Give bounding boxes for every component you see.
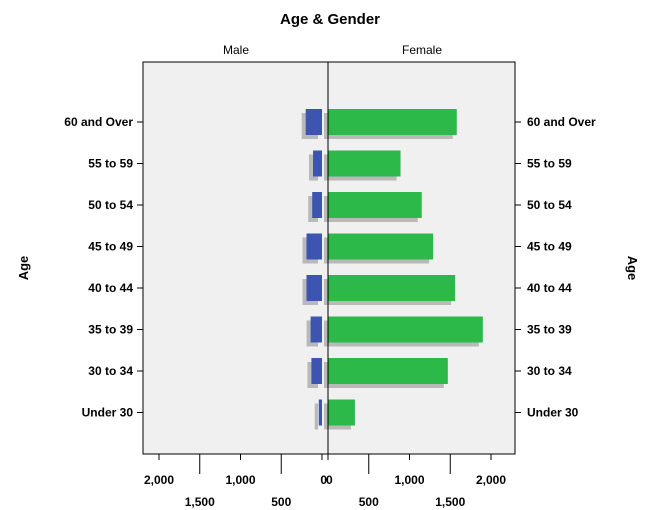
female-bar [328,233,434,260]
male-panel-background [142,61,329,455]
male-x-tick-label: 1,500 [185,495,215,509]
male-bar [310,316,322,343]
male-bar-shadow [314,403,318,430]
female-x-tick-label: 0 [326,473,333,487]
female-bar [328,192,422,218]
female-x-tick-label: 2,000 [476,473,506,487]
y-tick-label-left: 50 to 54 [88,198,133,212]
y-axis-title-left: Age [16,256,31,281]
y-tick-label-right: 30 to 34 [527,364,572,378]
y-tick-label-right: 35 to 39 [527,323,572,337]
male-bar [311,358,322,384]
y-tick-label-left: 30 to 34 [88,364,133,378]
y-tick-label-left: 60 and Over [64,115,133,129]
female-bar [328,358,448,384]
male-bar [318,399,322,426]
y-axis-title-right: Age [625,256,640,281]
y-tick-label-left: 35 to 39 [88,323,133,337]
male-bar [313,150,322,177]
y-tick-label-left: Under 30 [82,406,134,420]
y-tick-label-right: 50 to 54 [527,198,572,212]
female-x-tick-label: 1,500 [435,495,465,509]
female-panel-label: Female [402,43,442,57]
female-bar [328,150,401,177]
y-tick-label-left: 55 to 59 [88,157,133,171]
male-x-tick-label: 0 [320,473,327,487]
female-bar [328,109,457,135]
y-tick-label-right: 60 and Over [527,115,596,129]
y-tick-label-right: 40 to 44 [527,281,572,295]
female-x-tick-label: 500 [359,495,379,509]
y-tick-label-right: 55 to 59 [527,157,572,171]
male-bar [312,192,322,218]
y-tick-label-left: 40 to 44 [88,281,133,295]
male-x-tick-label: 2,000 [144,473,174,487]
male-bar [305,109,322,135]
male-x-tick-label: 500 [271,495,291,509]
y-tick-label-right: Under 30 [527,406,579,420]
plot-area: 60 and Over 60 and Over 55 to 59 55 to 59 50… [64,61,596,509]
chart-title: Age & Gender [280,11,380,28]
female-x-tick-label: 1,000 [394,473,424,487]
female-bar [328,275,456,301]
male-x-tick-label: 1,000 [225,473,255,487]
male-panel-label: Male [223,43,249,57]
female-bar [328,399,355,426]
male-bar [306,233,322,260]
y-tick-label-right: 45 to 49 [527,240,572,254]
female-bar [328,316,483,343]
male-bar [306,275,322,301]
y-tick-label-left: 45 to 49 [88,240,133,254]
